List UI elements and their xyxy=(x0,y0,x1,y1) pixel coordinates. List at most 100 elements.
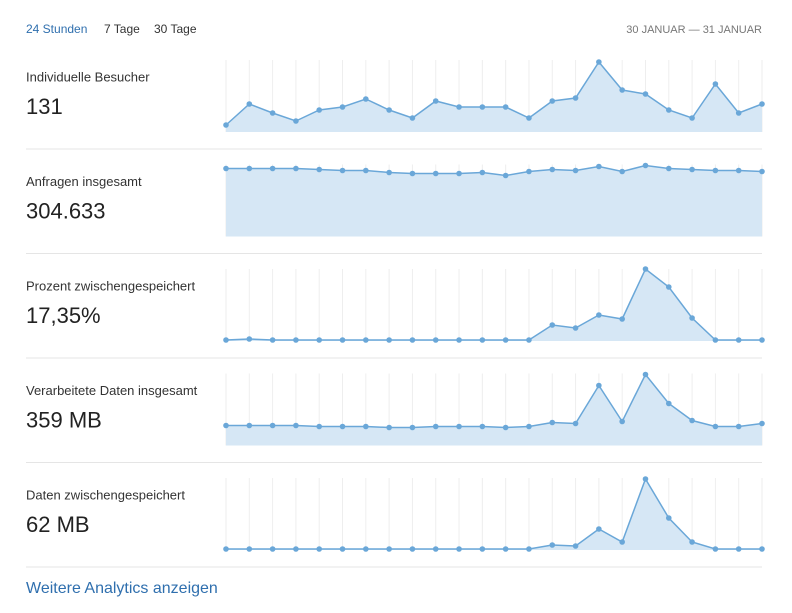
point xyxy=(619,168,625,175)
point xyxy=(596,163,602,170)
point xyxy=(502,172,509,179)
point xyxy=(689,539,695,545)
point xyxy=(759,168,765,175)
point xyxy=(363,96,369,102)
line xyxy=(226,164,763,177)
point xyxy=(316,546,323,552)
point xyxy=(665,107,672,113)
metric-value: 131 xyxy=(26,94,63,119)
point xyxy=(479,546,486,552)
point xyxy=(269,422,276,429)
point xyxy=(386,546,392,552)
point xyxy=(432,546,439,552)
point xyxy=(409,115,416,121)
point xyxy=(759,337,765,343)
point xyxy=(479,337,486,343)
point xyxy=(269,337,276,343)
point xyxy=(386,424,392,431)
point xyxy=(526,423,532,430)
point xyxy=(619,87,625,93)
point xyxy=(339,104,346,110)
point xyxy=(572,325,579,331)
point xyxy=(502,546,509,552)
point xyxy=(293,337,299,343)
point xyxy=(689,417,695,424)
point xyxy=(526,168,532,175)
area xyxy=(226,62,762,132)
point xyxy=(456,337,462,343)
point xyxy=(293,422,299,429)
point xyxy=(479,169,486,176)
point xyxy=(409,170,416,177)
area xyxy=(226,269,762,341)
point xyxy=(549,322,556,328)
point xyxy=(456,170,462,177)
point xyxy=(269,165,276,172)
area xyxy=(226,479,762,550)
point xyxy=(572,543,579,549)
point xyxy=(456,546,462,552)
point xyxy=(572,167,579,174)
point xyxy=(689,115,695,121)
point xyxy=(316,166,323,173)
point xyxy=(339,546,346,552)
line xyxy=(226,477,762,550)
area xyxy=(226,165,762,237)
metric-value: 17,35% xyxy=(26,303,101,328)
point xyxy=(619,316,625,322)
point xyxy=(223,546,229,552)
point xyxy=(712,167,719,174)
point xyxy=(269,546,276,552)
point xyxy=(502,424,509,431)
point xyxy=(316,423,323,430)
point xyxy=(572,420,579,427)
point xyxy=(642,266,649,272)
point xyxy=(316,337,323,343)
point xyxy=(665,284,672,290)
point xyxy=(339,337,346,343)
point xyxy=(339,167,346,174)
point xyxy=(293,118,299,124)
tab[interactable]: 7 Tage xyxy=(104,22,140,36)
metric-value: 359 MB xyxy=(26,407,102,432)
point xyxy=(735,337,742,343)
tab[interactable]: 30 Tage xyxy=(154,22,197,36)
point xyxy=(735,423,742,430)
metric-label: Verarbeitete Daten insgesamt xyxy=(26,383,198,398)
tab-active[interactable]: 24 Stunden xyxy=(26,22,87,36)
metric-label: Anfragen insgesamt xyxy=(26,174,142,189)
point xyxy=(759,546,765,552)
point xyxy=(712,423,719,430)
point xyxy=(432,170,439,177)
point xyxy=(596,59,602,65)
point xyxy=(386,169,392,176)
point xyxy=(363,423,369,430)
line xyxy=(225,267,762,341)
point xyxy=(246,165,253,172)
point xyxy=(735,110,742,116)
metric-value: 62 MB xyxy=(26,512,90,537)
point xyxy=(223,337,229,343)
point xyxy=(642,476,649,482)
point xyxy=(386,337,392,343)
metric-label: Prozent zwischengespeichert xyxy=(26,278,195,293)
point xyxy=(316,107,323,113)
more-link[interactable]: Weitere Analytics anzeigen xyxy=(26,580,218,597)
point xyxy=(246,422,253,429)
point xyxy=(246,546,253,552)
date-range: 30 JANUAR — 31 JANUAR xyxy=(626,24,762,36)
point xyxy=(526,115,532,121)
point xyxy=(432,337,439,343)
point xyxy=(735,167,742,174)
point xyxy=(502,104,509,110)
point xyxy=(363,337,369,343)
point xyxy=(572,95,579,101)
point xyxy=(596,312,602,318)
point xyxy=(619,418,625,425)
point xyxy=(293,165,299,172)
point xyxy=(246,336,253,342)
point xyxy=(479,104,486,110)
point xyxy=(269,110,276,116)
point xyxy=(549,419,556,426)
